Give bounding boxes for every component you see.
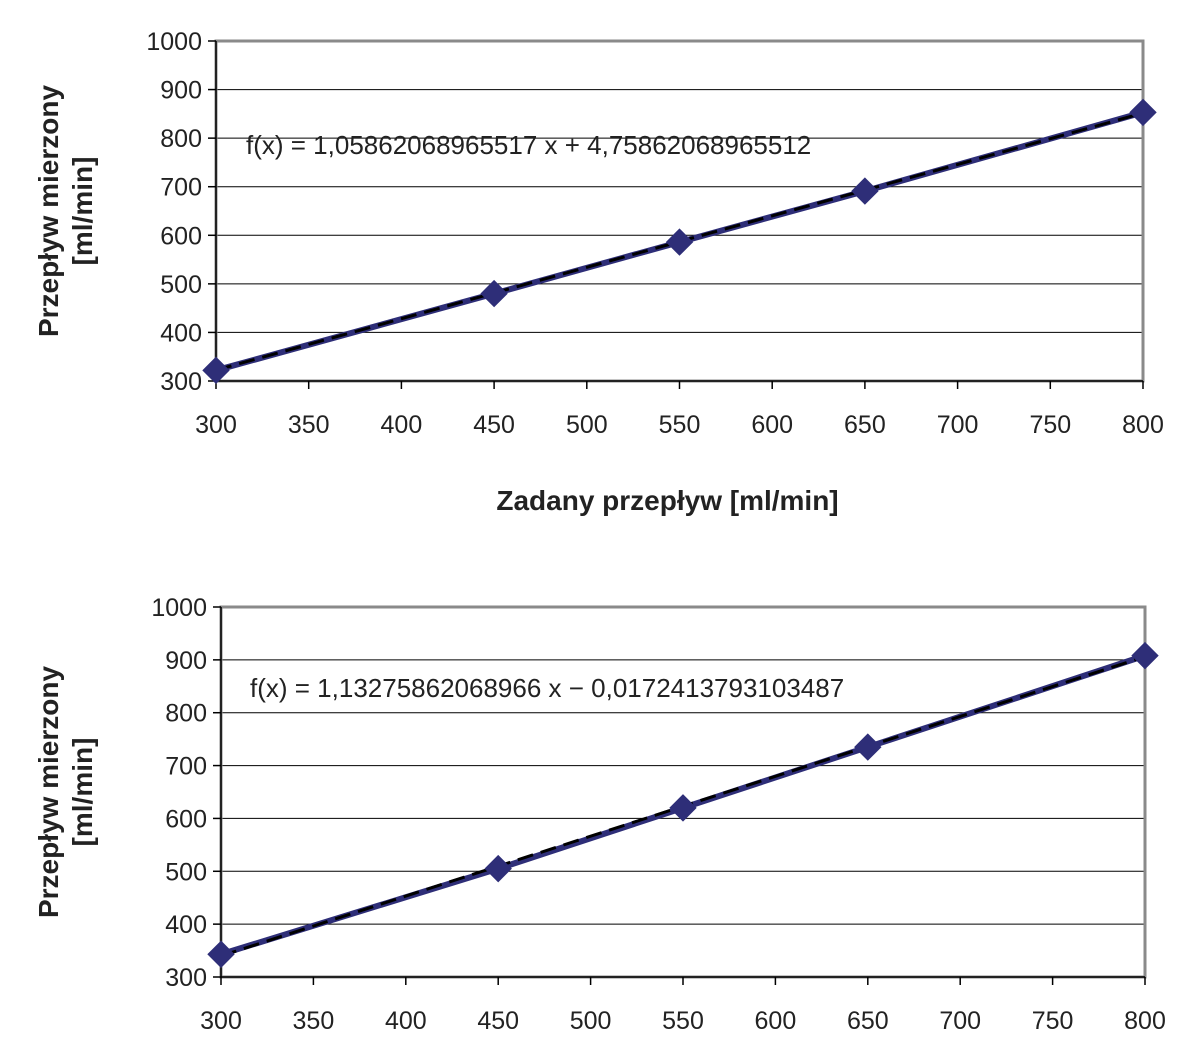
x-tick-label: 350: [288, 411, 330, 439]
y-tick-label: 700: [160, 174, 202, 202]
y-tick-label: 1000: [151, 594, 207, 622]
x-tick-label: 600: [751, 411, 793, 439]
x-tick-label: 500: [570, 1007, 612, 1035]
x-tick-label: 650: [844, 411, 886, 439]
data-point: [669, 794, 697, 822]
x-axis-title: Zadany przepływ [ml/min]: [496, 485, 838, 516]
x-tick-label: 400: [381, 411, 423, 439]
chart-1-svg: 1000 900 800 700 600 500 400 300 300 350 400 450 500…: [33, 28, 1164, 516]
x-tick-label: 300: [195, 411, 237, 439]
y-tick-label: 700: [165, 753, 207, 781]
x-tick-label: 450: [473, 411, 515, 439]
data-point: [480, 279, 508, 308]
y-tick-label: 600: [160, 222, 202, 250]
chart-calibration-1: 1000 900 800 700 600 500 400 300 300 350 400 450 500…: [33, 28, 1164, 516]
data-point: [665, 228, 694, 256]
data-point: [851, 177, 879, 205]
x-tick-label: 450: [477, 1007, 519, 1035]
x-tick-label: 550: [662, 1007, 704, 1035]
x-tick-label: 750: [1029, 411, 1071, 439]
x-tick-label: 500: [566, 411, 608, 439]
x-tick-label: 400: [385, 1007, 427, 1035]
y-axis-title-line: Przepływ mierzony: [33, 666, 64, 919]
x-tick-label: 700: [939, 1007, 981, 1035]
y-tick-label: 900: [160, 77, 202, 105]
y-tick-label: 800: [160, 125, 202, 153]
data-point: [854, 733, 882, 761]
trendline-equation: f(x) = 1,13275862068966 x − 0,0172413793…: [250, 673, 844, 703]
y-tick-label: 400: [160, 319, 202, 347]
y-axis-title-line: [ml/min]: [67, 738, 98, 847]
data-point: [202, 356, 230, 385]
y-tick-label: 300: [160, 368, 202, 396]
data-point: [1129, 98, 1157, 127]
x-tick-label: 750: [1032, 1007, 1074, 1035]
chart-calibration-2: 1000 900 800 700 600 500 400 300 300 350 400 450 500…: [0, 580, 1179, 1064]
y-tick-label: 500: [165, 858, 207, 886]
y-axis-title: Przepływ mierzony [ml/min]: [33, 666, 98, 919]
x-tick-label: 600: [755, 1007, 797, 1035]
x-tick-label: 700: [937, 411, 979, 439]
y-tick-label: 500: [160, 271, 202, 299]
x-tick-label: 350: [293, 1007, 335, 1035]
y-tick-label: 1000: [146, 28, 202, 56]
x-tick-label: 650: [847, 1007, 889, 1035]
x-tick-label: 800: [1122, 411, 1164, 439]
y-axis-title-line: Przepływ mierzony: [33, 85, 64, 338]
x-tick-label: 550: [659, 411, 701, 439]
data-point: [484, 854, 512, 883]
chart-2-svg: 1000 900 800 700 600 500 400 300 300 350 400 450 500…: [33, 594, 1166, 1035]
y-tick-label: 400: [165, 911, 207, 939]
y-axis-title: Przepływ mierzony [ml/min]: [33, 85, 98, 338]
x-tick-label: 800: [1124, 1007, 1166, 1035]
y-tick-label: 800: [165, 700, 207, 728]
y-tick-label: 300: [165, 964, 207, 992]
plot-area: [219, 605, 1147, 979]
trendline-equation: f(x) = 1,05862068965517 x + 4,7586206896…: [246, 130, 811, 160]
y-tick-label: 600: [165, 805, 207, 833]
y-tick-label: 900: [165, 647, 207, 675]
data-point: [1131, 641, 1159, 670]
y-axis-title-line: [ml/min]: [67, 157, 98, 266]
data-point: [207, 940, 235, 968]
x-tick-label: 300: [200, 1007, 242, 1035]
